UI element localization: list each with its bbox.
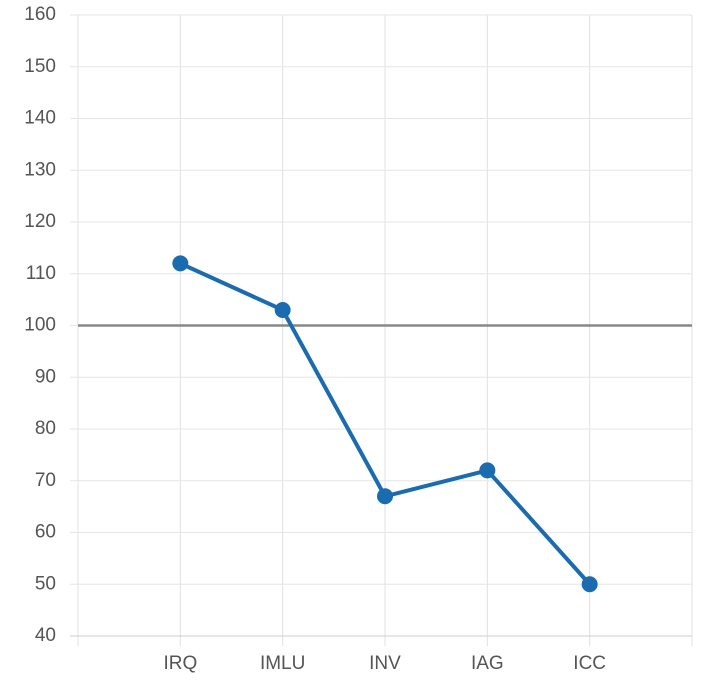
- y-tick-label: 40: [35, 625, 56, 646]
- data-point: [581, 576, 598, 593]
- x-tick-label: INV: [369, 653, 401, 674]
- y-tick-label: 140: [24, 108, 56, 129]
- y-tick-label: 160: [24, 4, 56, 25]
- data-point: [479, 462, 496, 479]
- x-tick-label: IRQ: [163, 653, 197, 674]
- y-tick-label: 60: [35, 522, 56, 543]
- data-point: [172, 255, 189, 272]
- y-tick-label: 90: [35, 366, 56, 387]
- x-tick-label: IMLU: [260, 653, 305, 674]
- y-tick-label: 80: [35, 418, 56, 439]
- y-tick-label: 50: [35, 573, 56, 594]
- data-point: [377, 488, 393, 505]
- y-tick-label: 120: [24, 211, 56, 232]
- data-point: [274, 301, 291, 318]
- y-tick-label: 100: [24, 315, 56, 336]
- y-tick-label: 70: [35, 470, 56, 491]
- y-tick-label: 110: [26, 263, 56, 284]
- y-tick-label: 130: [24, 159, 56, 180]
- x-tick-label: ICC: [573, 653, 606, 674]
- x-tick-label: IAG: [471, 653, 504, 674]
- y-tick-label: 150: [24, 56, 56, 77]
